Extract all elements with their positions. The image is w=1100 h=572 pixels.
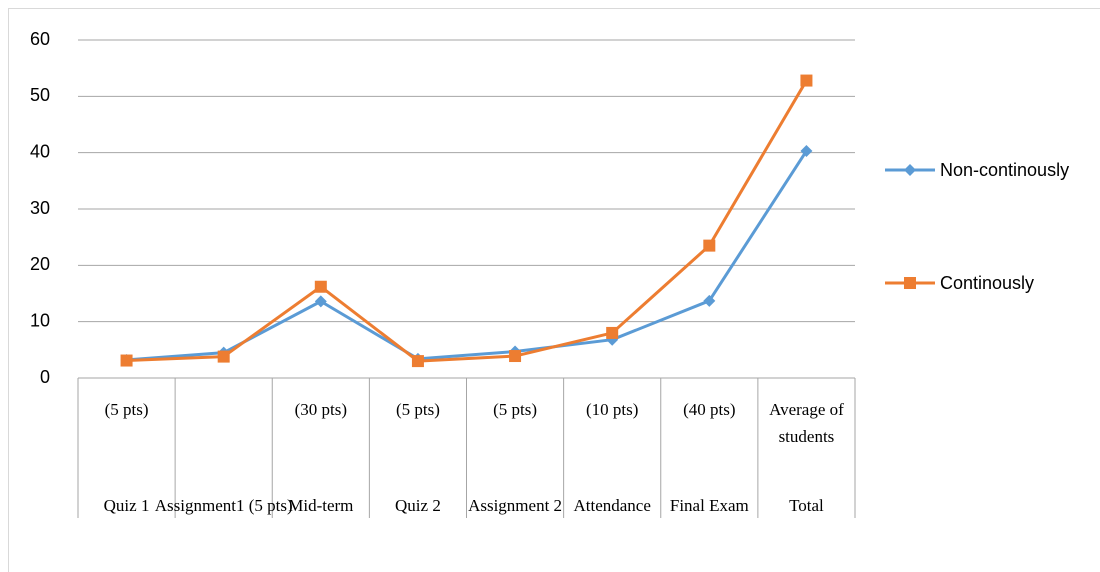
- y-tick-label: 60: [30, 29, 50, 49]
- subcategory-label: (40 pts): [683, 400, 736, 419]
- y-tick-label: 0: [40, 367, 50, 387]
- frame: [8, 8, 1100, 572]
- point: [509, 350, 522, 363]
- line: [126, 79, 808, 363]
- point: [314, 280, 327, 293]
- point: [800, 74, 813, 87]
- line: [126, 150, 808, 362]
- y-tick-label: 10: [30, 310, 50, 330]
- category-label: Final Exam: [669, 496, 749, 515]
- point: [217, 350, 230, 363]
- subcategory-label: Average of students: [769, 400, 844, 446]
- legend-label: Continously: [940, 273, 1035, 293]
- legend-label: Non-continously: [940, 160, 1070, 180]
- y-tick-label: 30: [30, 198, 50, 218]
- point: [904, 164, 916, 176]
- point: [606, 326, 619, 339]
- subcategory-label: (5 pts): [104, 400, 149, 419]
- category-label: Quiz 2: [395, 496, 441, 515]
- point: [703, 294, 716, 307]
- subcategory-label: (5 pts): [395, 400, 440, 419]
- point: [411, 355, 424, 368]
- category-label: Total: [789, 496, 824, 515]
- point: [703, 239, 716, 252]
- point: [904, 277, 916, 289]
- subcategory-label: (30 pts): [294, 400, 348, 419]
- category-label: Assignment 2: [468, 496, 563, 515]
- subcategory-label: (5 pts): [493, 400, 538, 419]
- category-label: Mid-term: [288, 496, 354, 515]
- y-tick-label: 40: [30, 141, 50, 161]
- subcategory-label: (10 pts): [585, 400, 639, 419]
- category-label: Quiz 1: [103, 496, 150, 515]
- point: [800, 144, 813, 157]
- point: [314, 295, 327, 308]
- y-tick-label: 50: [30, 85, 50, 105]
- y-tick-label: 20: [30, 254, 50, 274]
- point: [120, 354, 133, 367]
- category-label: Assignment1 (5 pts): [154, 496, 293, 515]
- category-label: Attendance: [573, 496, 651, 515]
